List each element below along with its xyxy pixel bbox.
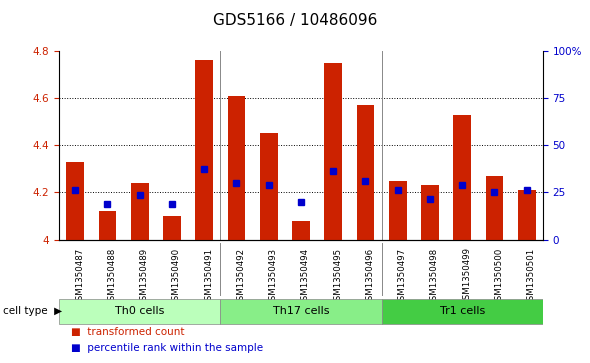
Bar xyxy=(163,216,181,240)
Text: GSM1350489: GSM1350489 xyxy=(140,248,149,306)
Text: GSM1350495: GSM1350495 xyxy=(333,248,342,306)
Text: Th17 cells: Th17 cells xyxy=(273,306,329,316)
Text: GDS5166 / 10486096: GDS5166 / 10486096 xyxy=(213,13,377,28)
FancyBboxPatch shape xyxy=(382,299,543,323)
Text: GSM1350497: GSM1350497 xyxy=(398,248,407,306)
Bar xyxy=(195,60,213,240)
Bar xyxy=(518,190,536,240)
Text: Th0 cells: Th0 cells xyxy=(115,306,165,316)
Text: Tr1 cells: Tr1 cells xyxy=(440,306,485,316)
Bar xyxy=(421,185,439,240)
Bar xyxy=(486,176,503,240)
Bar xyxy=(66,162,84,240)
Text: GSM1350500: GSM1350500 xyxy=(494,248,503,306)
Text: cell type  ▶: cell type ▶ xyxy=(3,306,62,316)
Bar xyxy=(131,183,149,240)
Text: GSM1350501: GSM1350501 xyxy=(527,248,536,306)
Bar xyxy=(324,62,342,240)
Text: GSM1350498: GSM1350498 xyxy=(430,248,439,306)
Text: ■  transformed count: ■ transformed count xyxy=(71,327,184,337)
Bar xyxy=(228,95,245,240)
Text: GSM1350491: GSM1350491 xyxy=(204,248,213,306)
Text: GSM1350492: GSM1350492 xyxy=(237,248,245,306)
Text: GSM1350493: GSM1350493 xyxy=(268,248,278,306)
Text: GSM1350499: GSM1350499 xyxy=(462,248,471,305)
FancyBboxPatch shape xyxy=(59,299,220,323)
Bar xyxy=(453,114,471,240)
Bar xyxy=(389,180,407,240)
Text: GSM1350494: GSM1350494 xyxy=(301,248,310,306)
Text: GSM1350488: GSM1350488 xyxy=(107,248,116,306)
FancyBboxPatch shape xyxy=(220,299,382,323)
Text: GSM1350496: GSM1350496 xyxy=(365,248,375,306)
Text: GSM1350487: GSM1350487 xyxy=(75,248,84,306)
Text: ■  percentile rank within the sample: ■ percentile rank within the sample xyxy=(71,343,263,353)
Bar xyxy=(99,211,116,240)
Bar xyxy=(292,221,310,240)
Text: GSM1350490: GSM1350490 xyxy=(172,248,181,306)
Bar xyxy=(356,105,374,240)
Bar xyxy=(260,133,277,240)
